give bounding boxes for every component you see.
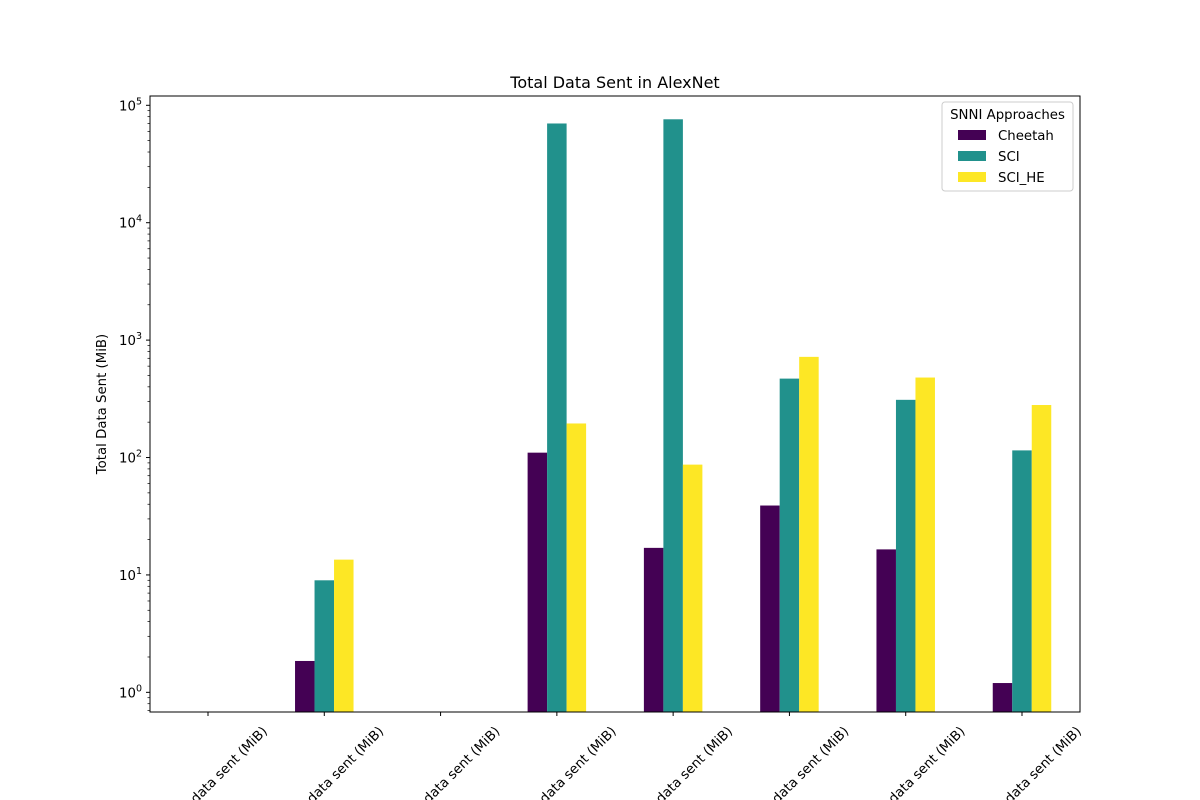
bar-cheetah-7 <box>876 549 896 712</box>
bar-sci-8 <box>1012 450 1032 712</box>
legend-label: Cheetah <box>998 129 1054 144</box>
x-tick-label: data sent (MiB) <box>653 724 736 800</box>
x-tick-label: data sent (MiB) <box>770 724 853 800</box>
bar-sci-2 <box>314 580 335 712</box>
bars-group <box>295 119 1052 713</box>
chart-title: Total Data Sent in AlexNet <box>509 73 719 92</box>
legend-swatch <box>958 172 986 182</box>
bar-sci-he-2 <box>334 559 354 712</box>
y-axis-label: Total Data Sent (MiB) <box>95 334 110 475</box>
bar-sci-5 <box>663 119 683 713</box>
bar-sci-he-6 <box>799 356 819 712</box>
y-tick-label: 103 <box>119 331 142 349</box>
legend-title: SNNI Approaches <box>950 108 1065 123</box>
x-tick-label: data sent (MiB) <box>188 724 271 800</box>
y-tick-label: 100 <box>119 683 142 701</box>
legend-label: SCI_HE <box>998 171 1045 186</box>
bar-sci-he-8 <box>1031 405 1052 712</box>
x-tick-label: data sent (MiB) <box>1002 724 1085 800</box>
y-tick-label: 101 <box>119 566 142 584</box>
x-tick-label: data sent (MiB) <box>886 724 969 800</box>
bar-sci-he-5 <box>682 464 703 712</box>
plot-frame <box>149 95 1081 713</box>
bar-sci-he-7 <box>915 377 935 712</box>
x-tick-label: data sent (MiB) <box>537 724 620 800</box>
x-axis: data sent (MiB) data sent (MiB) data sent … <box>188 712 1085 800</box>
x-tick-label: data sent (MiB) <box>305 724 388 800</box>
legend-label: SCI <box>998 150 1020 165</box>
legend-swatch <box>958 151 986 161</box>
y-tick-label: 102 <box>119 449 142 467</box>
bar-cheetah-2 <box>295 660 315 712</box>
legend-swatch <box>958 130 986 140</box>
bar-sci-7 <box>895 399 916 712</box>
bar-sci-he-4 <box>566 423 587 712</box>
y-tick-label: 104 <box>119 214 142 232</box>
legend-frame <box>941 101 1074 192</box>
bar-cheetah-6 <box>760 505 780 712</box>
legend: SNNI Approaches Cheetah SCI SCI_HE <box>941 101 1074 192</box>
y-axis: 100 101 102 103 104 105 <box>119 96 150 711</box>
bar-cheetah-5 <box>643 547 664 712</box>
x-tick-label: data sent (MiB) <box>421 724 504 800</box>
y-tick-label: 105 <box>119 96 142 114</box>
bar-sci-6 <box>779 378 800 712</box>
bar-sci-4 <box>547 123 567 713</box>
bar-cheetah-8 <box>992 683 1013 712</box>
bar-cheetah-4 <box>527 452 548 712</box>
